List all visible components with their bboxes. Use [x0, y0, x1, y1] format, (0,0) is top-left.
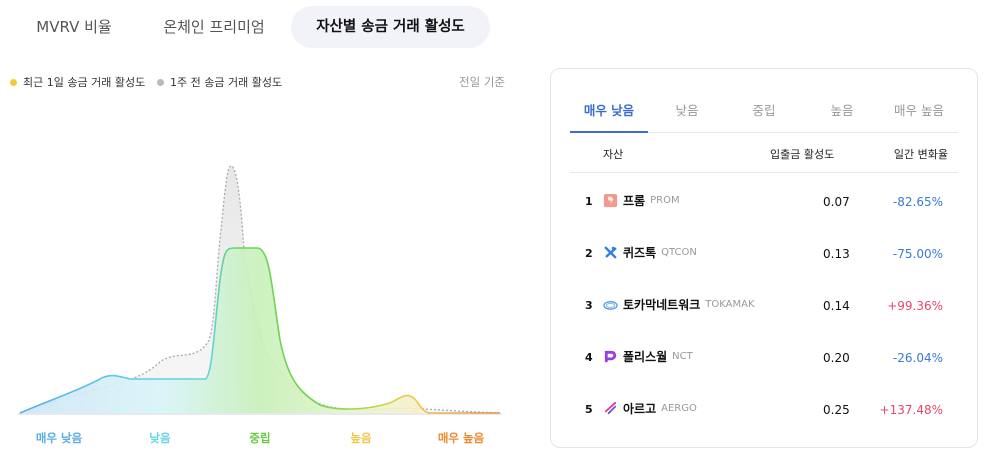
change-value: -26.04%	[892, 351, 943, 365]
asset-name: 아르고	[623, 402, 657, 416]
zone-tab-low[interactable]: 낮음	[675, 103, 699, 118]
zone-tabs: 매우 낮음 낮음 중립 높음 매우 높음	[570, 93, 958, 133]
row-rank: 4	[585, 351, 593, 364]
legend-note: 전일 기준	[459, 75, 505, 89]
aergo-icon	[604, 401, 617, 415]
asset-symbol: TOKAMAK	[705, 299, 755, 310]
row-rank: 3	[585, 299, 593, 312]
asset-ranking-panel: 매우 낮음 낮음 중립 높음 매우 높음 자산 입출금 활성도 일간 변화율 1…	[550, 68, 978, 448]
nct-icon	[604, 350, 617, 363]
zone-label-neutral: 중립	[249, 431, 271, 445]
change-value: +99.36%	[887, 299, 943, 313]
asset-name: 폴리스월	[623, 350, 668, 364]
legend-item-week-ago: 1주 전 송금 거래 활성도	[157, 74, 282, 90]
row-asset[interactable]: 아르고 AERGO	[603, 400, 697, 417]
tab-transfer-activity[interactable]: 자산별 송금 거래 활성도	[291, 6, 490, 48]
activity-value: 0.14	[823, 299, 850, 313]
zone-tab-high[interactable]: 높음	[830, 103, 854, 118]
asset-name: 퀴즈톡	[623, 246, 657, 260]
legend-label-week-ago: 1주 전 송금 거래 활성도	[170, 76, 283, 89]
table-row[interactable]: 3 토카막네트워크 TOKAMAK 0.14 +99.36%	[570, 281, 958, 333]
row-asset[interactable]: 폴리스월 NCT	[603, 348, 693, 365]
tokamak-icon	[603, 301, 618, 310]
table-row[interactable]: 4 폴리스월 NCT 0.20 -26.04%	[570, 333, 958, 385]
table-row[interactable]: 2 퀴즈톡 QTCON 0.13 -75.00%	[570, 229, 958, 281]
change-value: +137.48%	[879, 403, 943, 417]
zone-label-high: 높음	[350, 431, 372, 445]
header-change: 일간 변화율	[893, 148, 948, 161]
asset-symbol: NCT	[672, 351, 693, 362]
row-rank: 2	[585, 247, 593, 260]
table-row[interactable]: 5 아르고 AERGO 0.25 +137.48%	[570, 385, 958, 437]
tab-mvrv[interactable]: MVRV 비율	[36, 18, 112, 36]
row-rank: 5	[585, 403, 593, 416]
row-asset[interactable]: 퀴즈톡 QTCON	[603, 244, 697, 261]
asset-symbol: PROM	[650, 195, 680, 206]
prom-icon	[603, 193, 618, 208]
zone-label-very-low: 매우 낮음	[35, 431, 83, 445]
legend-dot-week-ago	[157, 78, 164, 86]
change-value: -75.00%	[892, 247, 943, 261]
zone-label-very-high: 매우 높음	[437, 431, 485, 445]
table-row[interactable]: 1 프롬 PROM 0.07 -82.65%	[570, 177, 958, 229]
chart-legend: 최근 1일 송금 거래 활성도 1주 전 송금 거래 활성도 전일 기준	[10, 74, 505, 92]
activity-value: 0.07	[823, 195, 850, 209]
zone-tab-neutral[interactable]: 중립	[752, 103, 776, 118]
row-asset[interactable]: 프롬 PROM	[603, 192, 680, 209]
zone-tab-very-high[interactable]: 매우 높음	[894, 103, 944, 118]
row-asset[interactable]: 토카막네트워크 TOKAMAK	[603, 296, 755, 313]
zone-tab-very-low[interactable]: 매우 낮음	[570, 93, 648, 133]
table-header: 자산 입출금 활성도 일간 변화율	[570, 133, 958, 173]
asset-symbol: AERGO	[661, 403, 697, 414]
top-tabs: MVRV 비율 온체인 프리미엄 자산별 송금 거래 활성도	[10, 6, 500, 48]
activity-value: 0.25	[823, 403, 850, 417]
activity-value: 0.20	[823, 351, 850, 365]
series-recent-line	[19, 247, 500, 414]
legend-dot-recent	[10, 78, 17, 86]
asset-symbol: QTCON	[661, 247, 697, 258]
header-activity: 입출금 활성도	[770, 148, 835, 161]
asset-name: 토카막네트워크	[623, 298, 701, 312]
activity-distribution-chart: 매우 낮음 낮음 중립 높음 매우 높음	[0, 100, 520, 457]
zone-label-low: 낮음	[149, 431, 171, 445]
chart-svg	[18, 165, 502, 415]
series-recent-area	[20, 248, 500, 413]
qtcon-icon	[604, 246, 617, 259]
legend-item-recent: 최근 1일 송금 거래 활성도	[10, 74, 145, 90]
legend-label-recent: 최근 1일 송금 거래 활성도	[23, 76, 146, 89]
change-value: -82.65%	[892, 195, 943, 209]
row-rank: 1	[585, 195, 593, 208]
activity-value: 0.13	[823, 247, 850, 261]
header-asset: 자산	[603, 148, 624, 161]
tab-onchain-premium[interactable]: 온체인 프리미엄	[163, 18, 265, 36]
asset-name: 프롬	[623, 194, 646, 208]
